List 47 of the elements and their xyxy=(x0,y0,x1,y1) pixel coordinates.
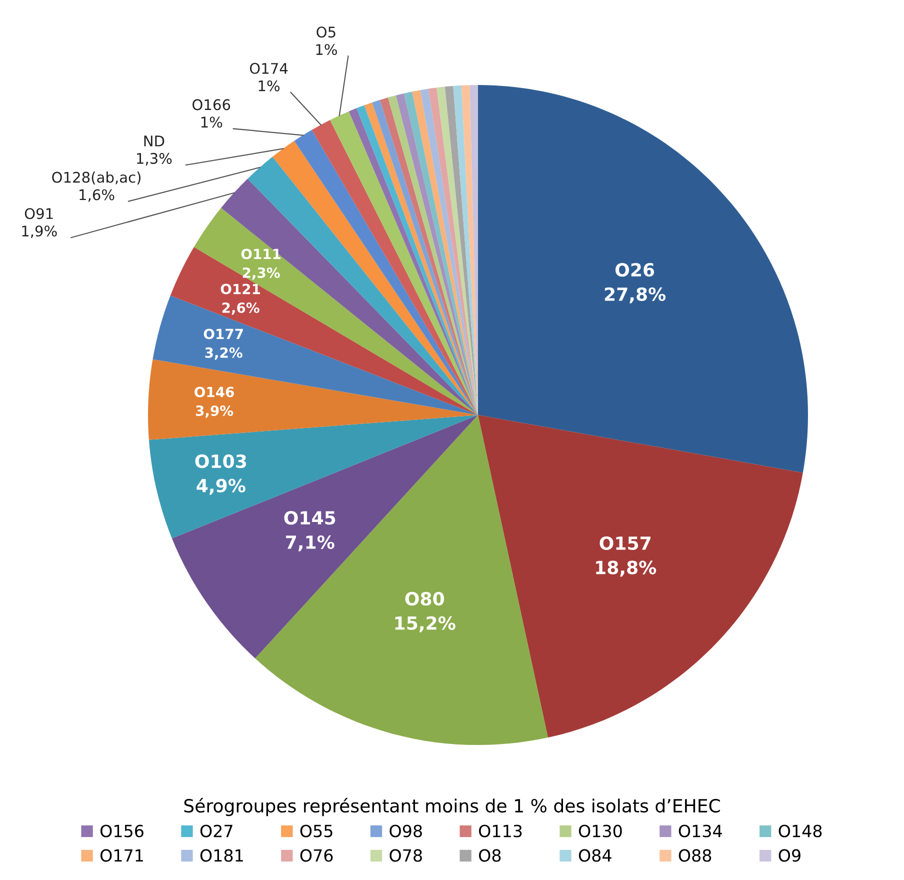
data-label: 3,9% xyxy=(196,405,234,418)
data-label: 1% xyxy=(316,44,337,56)
data-label: 2,3% xyxy=(242,267,280,280)
slice-label: O128(ab,ac) xyxy=(52,172,141,185)
slice-label: O145 xyxy=(284,511,336,525)
legend-label: O78 xyxy=(390,849,422,862)
data-label: 15,2% xyxy=(395,616,456,632)
slice-label: O146 xyxy=(194,386,234,398)
data-label: 1% xyxy=(258,80,280,92)
slice-label: O121 xyxy=(220,284,260,294)
legend-title: Sérogroupes représentant moins de 1 % des isolats d’EHEC xyxy=(184,798,720,816)
data-label: 27,8% xyxy=(604,287,666,304)
legend-label: O148 xyxy=(778,824,822,838)
legend-label: O113 xyxy=(478,824,522,838)
slice-label: O91 xyxy=(24,208,53,220)
slice-label: O157 xyxy=(600,536,650,550)
slice-label: O174 xyxy=(250,62,288,74)
legend-label: O156 xyxy=(100,824,144,838)
slice-label: O111 xyxy=(241,248,281,260)
legend-label: O27 xyxy=(200,824,232,838)
legend-label: O88 xyxy=(678,849,712,862)
slice-label: O26 xyxy=(615,263,654,277)
legend-label: O98 xyxy=(390,824,422,838)
slice-label: O166 xyxy=(192,99,230,110)
data-label: 1,6% xyxy=(80,189,114,202)
data-label: 7,1% xyxy=(286,535,334,552)
data-label: 18,8% xyxy=(596,560,656,577)
legend-label: O9 xyxy=(778,849,800,862)
slice-label: O177 xyxy=(204,328,243,340)
slice-label: O80 xyxy=(405,592,444,606)
legend-label: O55 xyxy=(300,824,332,838)
legend-label: O8 xyxy=(478,849,501,862)
legend-label: O84 xyxy=(578,849,612,862)
data-label: 4,9% xyxy=(196,478,246,495)
slice-label: O103 xyxy=(195,454,246,468)
data-label: 1,3% xyxy=(137,152,172,166)
legend-label: O171 xyxy=(100,849,143,862)
legend-label: O76 xyxy=(300,849,333,862)
slice-label: O5 xyxy=(316,26,336,38)
legend-label: O181 xyxy=(200,849,243,862)
data-label: 1,9% xyxy=(22,226,57,238)
legend-label: O134 xyxy=(678,824,722,838)
data-label: 1% xyxy=(201,116,222,128)
data-label: 3,2% xyxy=(205,347,242,360)
data-label: 2,6% xyxy=(222,302,260,315)
slice-label: ND xyxy=(144,136,164,146)
legend-label: O130 xyxy=(578,824,622,838)
